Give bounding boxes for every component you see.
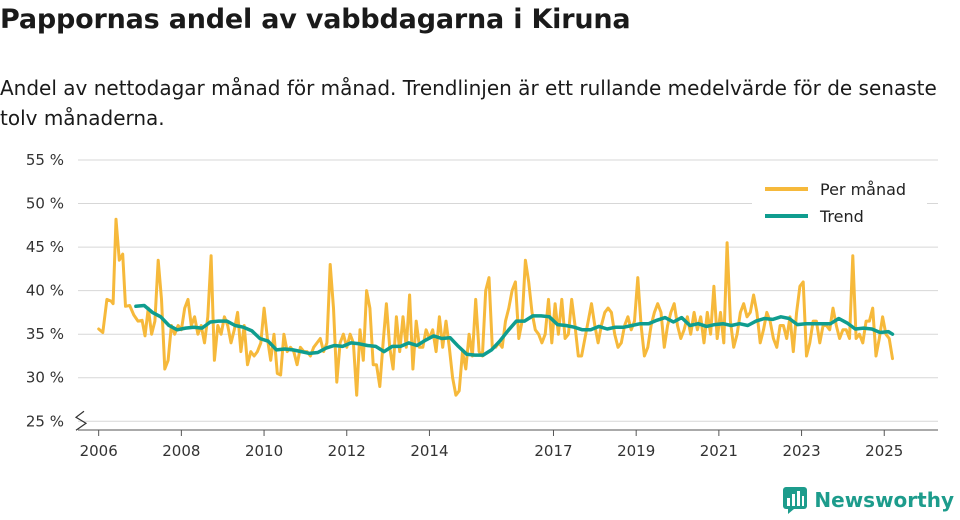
y-tick-label: 55 % [26, 151, 64, 169]
axis-break-icon [74, 410, 88, 431]
y-tick-label: 30 % [26, 369, 64, 387]
x-tick-label: 2023 [782, 442, 820, 460]
chart-title: Pappornas andel av vabbdagarna i Kiruna [0, 4, 631, 35]
y-tick-label: 45 % [26, 238, 64, 256]
x-tick-label: 2008 [162, 442, 200, 460]
series-group [97, 217, 895, 397]
legend-label-trend: Trend [819, 207, 864, 226]
newsworthy-logo-icon [783, 487, 808, 514]
x-tick-label: 2014 [410, 442, 448, 460]
line-chart: 25 % 30 % 35 % 40 % 45 % 50 % 55 % 2006 2008 201… [26, 151, 938, 460]
series-line-per-manad [97, 217, 894, 397]
x-tick-label: 2010 [245, 442, 283, 460]
brand-name: Newsworthy [814, 488, 954, 512]
legend-label-per-manad: Per månad [820, 180, 906, 199]
y-tick-label: 40 % [26, 282, 64, 300]
x-tick-label: 2017 [534, 442, 572, 460]
x-tick-label: 2012 [328, 442, 366, 460]
legend: Per månad Trend [752, 178, 927, 238]
series-line-trend [134, 303, 895, 357]
x-tick-label: 2019 [617, 442, 655, 460]
y-tick-label: 25 % [26, 412, 64, 430]
newsworthy-brand: Newsworthy [782, 486, 954, 514]
x-tick-label: 2025 [865, 442, 903, 460]
chart-subtitle: Andel av nettodagar månad för månad. Tre… [0, 76, 937, 130]
y-tick-label: 50 % [26, 195, 64, 213]
x-tick-label: 2006 [80, 442, 118, 460]
x-axis: 2006 2008 2010 2012 2014 2017 2019 2021 2023 2025 [78, 429, 938, 460]
y-tick-label: 35 % [26, 325, 64, 343]
x-tick-label: 2021 [700, 442, 738, 460]
y-axis: 25 % 30 % 35 % 40 % 45 % 50 % 55 % [26, 151, 88, 431]
